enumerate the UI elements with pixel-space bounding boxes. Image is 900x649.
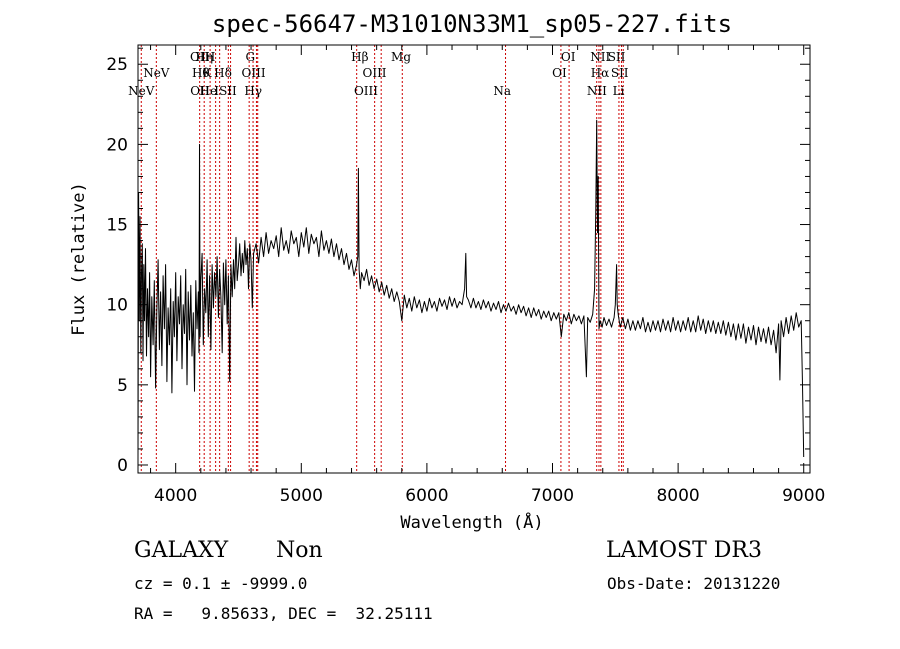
line-label: H bbox=[205, 50, 215, 64]
line-label: NeV bbox=[143, 66, 170, 80]
line-label: Hγ bbox=[244, 84, 262, 98]
x-tick-label: 4000 bbox=[154, 486, 197, 506]
x-tick-label: 6000 bbox=[405, 486, 448, 506]
line-label: Hθ bbox=[192, 66, 210, 80]
line-label: Na bbox=[493, 84, 511, 98]
line-label: SII bbox=[611, 66, 629, 80]
line-label: OIII bbox=[354, 84, 378, 98]
x-tick-label: 8000 bbox=[656, 486, 699, 506]
line-label: SII bbox=[219, 84, 237, 98]
coordinates: RA = 9.85633, DEC = 32.25111 bbox=[134, 604, 433, 623]
line-markers bbox=[140, 45, 624, 473]
x-tick-label: 5000 bbox=[280, 486, 323, 506]
x-axis-label: Wavelength (Å) bbox=[400, 511, 543, 533]
x-tick-label: 9000 bbox=[782, 486, 825, 506]
y-tick-label: 20 bbox=[106, 135, 128, 155]
observation-date: Obs-Date: 20131220 bbox=[607, 574, 781, 593]
y-tick-label: 15 bbox=[106, 216, 128, 236]
line-label: Mg bbox=[391, 50, 411, 64]
series bbox=[137, 119, 805, 458]
line-label: NII bbox=[590, 50, 610, 64]
x-tick-label: 7000 bbox=[531, 486, 574, 506]
line-label: Hη bbox=[195, 50, 213, 64]
y-tick-label: 5 bbox=[117, 376, 128, 396]
line-label: OIII bbox=[242, 66, 266, 80]
line-label: G bbox=[245, 50, 255, 64]
y-tick-label: 25 bbox=[106, 55, 128, 75]
line-label: NII bbox=[587, 84, 607, 98]
line-label: Hα bbox=[591, 66, 610, 80]
line-label: NeV bbox=[128, 84, 155, 98]
y-axis-label: Flux (relative) bbox=[69, 182, 89, 336]
y-tick-label: 0 bbox=[117, 456, 128, 476]
line-label: Li bbox=[613, 84, 625, 98]
x-axis: 4000 5000 6000 7000 8000 9000 bbox=[150, 45, 825, 506]
line-label: K bbox=[203, 66, 213, 80]
redshift-cz: cz = 0.1 ± -9999.0 bbox=[134, 574, 308, 593]
line-label: OI bbox=[561, 50, 576, 64]
line-label: OI bbox=[552, 66, 567, 80]
line-labels: NeVNeVOIIHηHHθKOIIHeIHδSIIGOIIIHγHβOIIIO… bbox=[128, 50, 629, 98]
line-label: OII bbox=[190, 50, 210, 64]
object-class: GALAXY bbox=[134, 538, 229, 563]
object-subclass: Non bbox=[276, 538, 323, 563]
y-tick-label: 10 bbox=[106, 296, 128, 316]
line-label: I bbox=[214, 84, 219, 98]
line-label: Hβ bbox=[351, 50, 368, 64]
line-label: OIII bbox=[362, 66, 386, 80]
line-label: Hδ bbox=[214, 66, 232, 80]
line-label: OII bbox=[190, 84, 210, 98]
line-label: SII bbox=[608, 50, 626, 64]
chart-title: spec-56647-M31010N33M1_sp05-227.fits bbox=[212, 10, 732, 38]
spectrum-line bbox=[137, 119, 805, 458]
line-label: He bbox=[200, 84, 218, 98]
plot-frame bbox=[137, 44, 811, 474]
survey-name: LAMOST DR3 bbox=[606, 538, 762, 563]
y-axis: 0 5 10 15 20 25 bbox=[106, 47, 810, 476]
